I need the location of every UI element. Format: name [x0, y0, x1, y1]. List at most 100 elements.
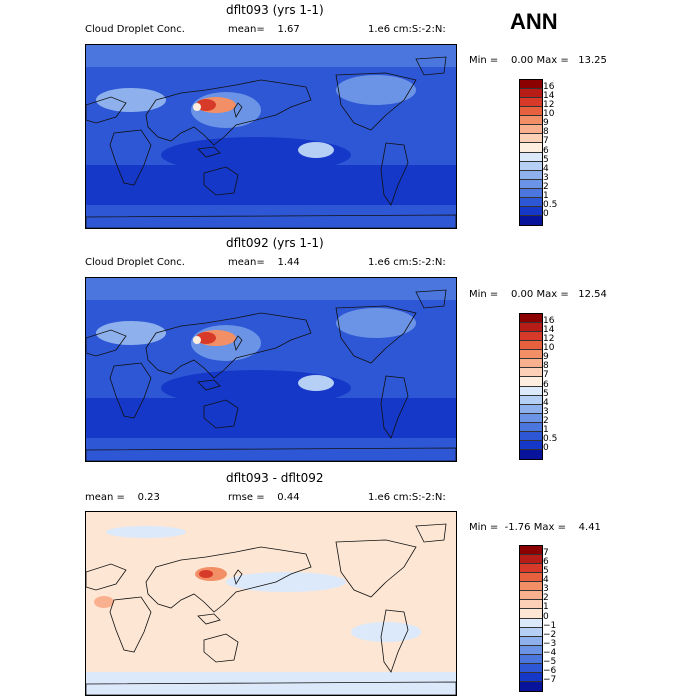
colorbar-swatch [520, 98, 542, 108]
coastline [86, 214, 456, 228]
africa-positive-patch [94, 596, 114, 608]
coastline [233, 335, 243, 352]
coastline [233, 102, 243, 119]
panel-3-colorbar [519, 545, 543, 692]
colorbar-swatch [520, 681, 542, 691]
east-asia-positive-peak [199, 570, 213, 578]
coastline [109, 129, 152, 186]
colorbar-swatch [520, 350, 542, 360]
panel-1-colorbar [519, 79, 543, 226]
coastline [335, 72, 417, 131]
colorbar-swatch [520, 341, 542, 351]
colorbar-swatch [520, 422, 542, 432]
panel-2-colorbar [519, 313, 543, 460]
colorbar-tick-label: 0.5 [543, 199, 558, 210]
colorbar-swatch [520, 386, 542, 396]
colorbar-tick-label: 0 [543, 208, 549, 219]
colorbar-tick-label: 3 [543, 406, 549, 417]
north-america-moderate-region [336, 75, 416, 105]
colorbar-tick-label: 0 [543, 442, 549, 453]
coastline [380, 609, 409, 673]
colorbar-swatch [520, 413, 542, 423]
coastline [203, 166, 239, 196]
colorbar-tick-label: 7 [543, 548, 549, 559]
coastline [145, 546, 312, 613]
panel-3-mean-label: mean = 0.23 [85, 492, 160, 503]
colorbar-swatch [520, 564, 542, 574]
panel-3-map [85, 511, 457, 696]
colorbar-tick-label: 3 [543, 172, 549, 183]
colorbar-tick-label: 6 [543, 379, 549, 390]
coastline [86, 96, 127, 124]
colorbar-swatch [520, 600, 542, 610]
east-asia-peak [196, 99, 216, 111]
colorbar-tick-label: 0.5 [543, 433, 558, 444]
panel-2-variable-label: Cloud Droplet Conc. [85, 257, 185, 268]
panel-1-variable-label: Cloud Droplet Conc. [85, 24, 185, 35]
colorbar-tick-label: 1 [543, 602, 549, 613]
panel-1-units-label: 1.e6 cm:S:-2:N: [368, 24, 446, 35]
colorbar-swatch [520, 555, 542, 565]
colorbar-swatch [520, 591, 542, 601]
colorbar-swatch [520, 440, 542, 450]
diff-background [86, 512, 456, 695]
colorbar-tick-label: −7 [543, 674, 557, 685]
coastline [86, 329, 127, 357]
coastline [145, 79, 312, 146]
arctic-negative-patch [106, 526, 186, 538]
colorbar-tick-label: 4 [543, 575, 549, 586]
colorbar-swatch [520, 143, 542, 153]
europe-moderate-region [96, 88, 166, 112]
colorbar-tick-label: −6 [543, 665, 557, 676]
arctic-band [86, 278, 456, 300]
colorbar-tick-label: 14 [543, 91, 555, 102]
coastline [86, 681, 456, 695]
coastline [109, 362, 152, 419]
coastline [145, 312, 312, 379]
panel-3-rmse-label: rmse = 0.44 [228, 492, 300, 503]
coastline [203, 633, 239, 663]
coastline [109, 596, 152, 653]
colorbar-swatch [520, 215, 542, 225]
colorbar-tick-label: 7 [543, 136, 549, 147]
colorbar-tick-label: 2 [543, 181, 549, 192]
colorbar-tick-label: 6 [543, 145, 549, 156]
colorbar-swatch [520, 546, 542, 556]
colorbar-tick-label: 12 [543, 100, 555, 111]
europe-moderate-region [96, 321, 166, 345]
colorbar-tick-label: 1 [543, 424, 549, 435]
north-america-moderate-region [336, 308, 416, 338]
panel-2-units-label: 1.e6 cm:S:-2:N: [368, 257, 446, 268]
colorbar-swatch [520, 332, 542, 342]
colorbar-swatch [520, 323, 542, 333]
coastline [335, 305, 417, 364]
colorbar-tick-label: 9 [543, 118, 549, 129]
colorbar-swatch [520, 314, 542, 324]
colorbar-swatch [520, 618, 542, 628]
panel-3-units-label: 1.e6 cm:S:-2:N: [368, 492, 446, 503]
colorbar-swatch [520, 609, 542, 619]
pacific-light-spot [298, 142, 334, 158]
coastline [415, 523, 447, 543]
colorbar-swatch [520, 377, 542, 387]
panel-1-map [85, 44, 457, 229]
colorbar-tick-label: −2 [543, 629, 557, 640]
colorbar-tick-label: 14 [543, 325, 555, 336]
colorbar-tick-label: 5 [543, 566, 549, 577]
coastline [335, 539, 417, 598]
panel-1-minmax: Min = 0.00 Max = 13.25 [469, 55, 607, 66]
colorbar-tick-label: −1 [543, 620, 557, 631]
panel-2-title: dflt092 (yrs 1-1) [226, 236, 324, 250]
colorbar-swatch [520, 206, 542, 216]
season-label: ANN [510, 9, 558, 34]
colorbar-swatch [520, 179, 542, 189]
colorbar-tick-label: 8 [543, 127, 549, 138]
colorbar-swatch [520, 359, 542, 369]
panel-3-minmax: Min = -1.76 Max = 4.41 [469, 522, 601, 533]
pacific-negative-patch [226, 572, 346, 592]
panel-3-title: dflt093 - dflt092 [226, 471, 324, 485]
coastline [415, 56, 447, 76]
colorbar-swatch [520, 636, 542, 646]
colorbar-tick-label: 7 [543, 370, 549, 381]
colorbar-tick-label: 16 [543, 316, 555, 327]
